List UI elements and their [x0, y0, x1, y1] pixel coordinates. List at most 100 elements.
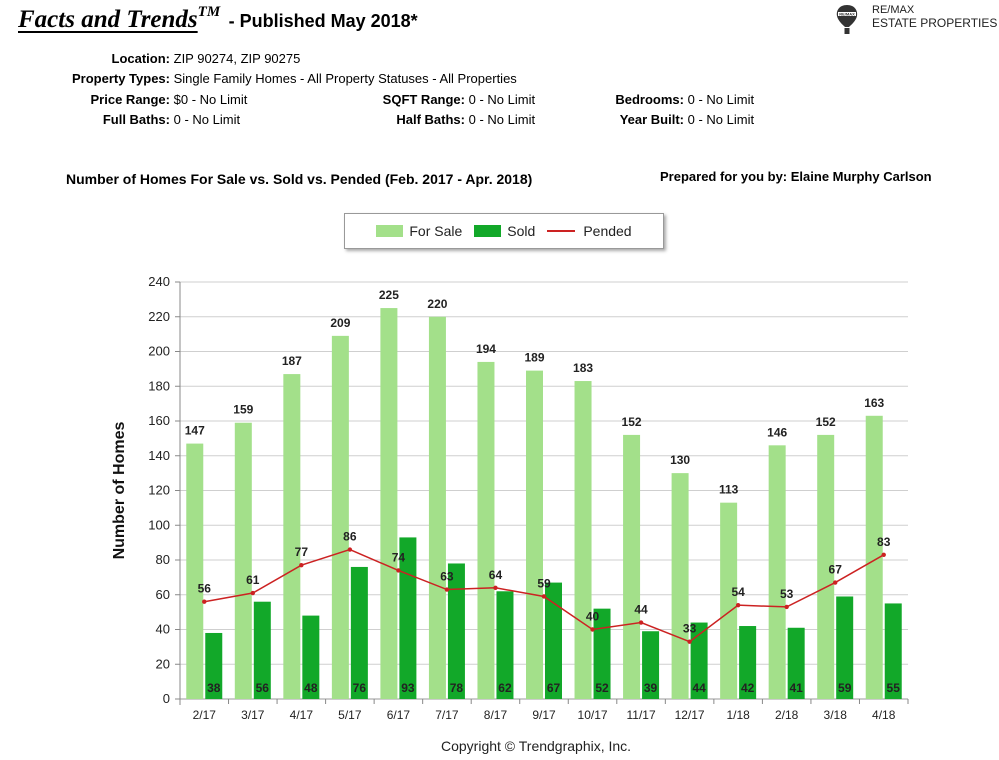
data-label-pended: 40: [586, 610, 600, 624]
point-pended: [493, 585, 498, 590]
bar-for-sale: [234, 422, 252, 699]
data-label-for-sale: 152: [816, 415, 836, 429]
point-pended: [735, 602, 741, 608]
y-tick-label: 20: [156, 656, 170, 671]
point-pended: [347, 547, 353, 552]
bar-for-sale: [817, 434, 835, 699]
x-tick-label: 6/17: [387, 708, 411, 722]
title-main: Facts and Trends: [18, 6, 198, 33]
y-tick-label: 180: [148, 378, 170, 393]
filter-value: 0 - No Limit: [687, 92, 755, 107]
chart-title: Number of Homes For Sale vs. Sold vs. Pe…: [66, 171, 533, 187]
filter-bedrooms: Bedrooms: 0 - No Limit: [606, 92, 754, 107]
data-label-pended: 56: [198, 582, 212, 596]
data-label-pended: 54: [731, 585, 745, 599]
filter-label: Year Built:: [619, 112, 684, 127]
chart-legend: For Sale Sold Pended: [344, 213, 664, 249]
bar-sold: [690, 622, 708, 699]
filter-value: 0 - No Limit: [468, 92, 536, 107]
data-label-pended: 63: [440, 570, 454, 584]
bar-sold: [884, 603, 902, 699]
legend-item-for-sale: For Sale: [376, 223, 462, 239]
point-pended: [202, 599, 207, 604]
bar-sold: [642, 631, 660, 699]
legend-swatch-sold: [474, 225, 502, 237]
brand-logo: RE/MAX RE/MAX ESTATE PROPERTIES: [836, 4, 997, 38]
data-label-for-sale: 220: [427, 297, 447, 311]
legend-swatch-pended: [547, 230, 576, 232]
bar-sold: [253, 601, 271, 699]
prepared-by: Prepared for you by: Elaine Murphy Carls…: [660, 169, 932, 184]
point-pended: [784, 604, 789, 610]
point-pended: [396, 568, 401, 573]
data-label-sold: 52: [595, 681, 609, 695]
data-label-pended: 67: [829, 563, 843, 577]
data-label-sold: 55: [887, 681, 901, 695]
bar-for-sale: [526, 370, 543, 699]
point-pended: [590, 627, 595, 632]
filter-value: $0 - No Limit: [173, 92, 248, 107]
data-label-sold: 39: [644, 681, 658, 695]
filter-value: 0 - No Limit: [173, 112, 241, 127]
data-label-for-sale: 152: [622, 415, 642, 429]
filter-full-baths: Full Baths: 0 - No Limit: [66, 112, 240, 127]
x-tick-label: 1/18: [726, 708, 750, 722]
data-label-pended: 53: [780, 587, 794, 601]
bar-sold: [545, 582, 562, 699]
data-label-sold: 59: [838, 681, 852, 695]
brand-line-2: ESTATE PROPERTIES: [872, 16, 998, 30]
data-label-for-sale: 189: [524, 351, 544, 365]
filter-label: Location:: [111, 51, 171, 66]
filter-value: Single Family Homes - All Property Statu…: [173, 71, 517, 86]
y-tick-label: 160: [148, 413, 170, 428]
bar-for-sale: [671, 473, 689, 699]
brand-line-1: RE/MAX: [872, 4, 915, 16]
filter-sqft-range: SQFT Range: 0 - No Limit: [366, 92, 535, 107]
data-label-for-sale: 194: [476, 342, 496, 356]
data-label-sold: 78: [450, 681, 464, 695]
data-label-for-sale: 159: [233, 403, 253, 417]
y-tick-label: 220: [148, 309, 170, 324]
data-label-for-sale: 130: [670, 453, 690, 467]
data-label-sold: 42: [741, 681, 755, 695]
data-label-for-sale: 183: [573, 361, 593, 375]
bar-sold: [593, 608, 611, 699]
legend-label-pended: Pended: [583, 223, 632, 239]
filter-label: Bedrooms:: [615, 92, 684, 107]
data-label-for-sale: 147: [185, 424, 205, 438]
data-label-for-sale: 209: [330, 316, 350, 330]
bar-for-sale: [477, 361, 495, 699]
x-tick-label: 9/17: [532, 708, 556, 722]
bar-sold: [739, 626, 757, 699]
filter-year-built: Year Built: 0 - No Limit: [606, 112, 754, 127]
title-subtitle: - Published May 2018*: [228, 11, 418, 31]
bar-sold: [496, 591, 514, 699]
x-tick-label: 7/17: [435, 708, 459, 722]
data-label-for-sale: 146: [767, 425, 787, 439]
legend-item-pended: Pended: [547, 223, 632, 239]
x-tick-label: 2/18: [775, 708, 799, 722]
filter-value: 0 - No Limit: [687, 112, 755, 127]
data-label-sold: 41: [789, 681, 803, 695]
balloon-icon: RE/MAX: [836, 5, 858, 34]
point-pended: [638, 620, 644, 625]
y-tick-label: 0: [163, 691, 170, 706]
x-tick-label: 4/18: [872, 708, 896, 722]
balloon-brand-text: RE/MAX: [839, 11, 855, 16]
y-tick-label: 40: [156, 622, 170, 637]
bar-sold: [836, 596, 854, 699]
data-label-sold: 56: [256, 681, 270, 695]
legend-swatch-for-sale: [376, 225, 404, 237]
point-pended: [250, 590, 255, 596]
filter-property-types: Property Types: Single Family Homes - Al…: [66, 71, 517, 86]
data-label-for-sale: 163: [864, 396, 884, 410]
data-label-pended: 44: [634, 603, 648, 617]
y-tick-label: 200: [148, 344, 170, 359]
data-label-sold: 76: [353, 681, 367, 695]
bar-sold: [787, 627, 805, 699]
y-tick-label: 60: [156, 587, 170, 602]
point-pended: [687, 639, 692, 644]
bar-sold: [205, 632, 223, 699]
filter-location: Location: ZIP 90274, ZIP 90275: [66, 51, 301, 66]
